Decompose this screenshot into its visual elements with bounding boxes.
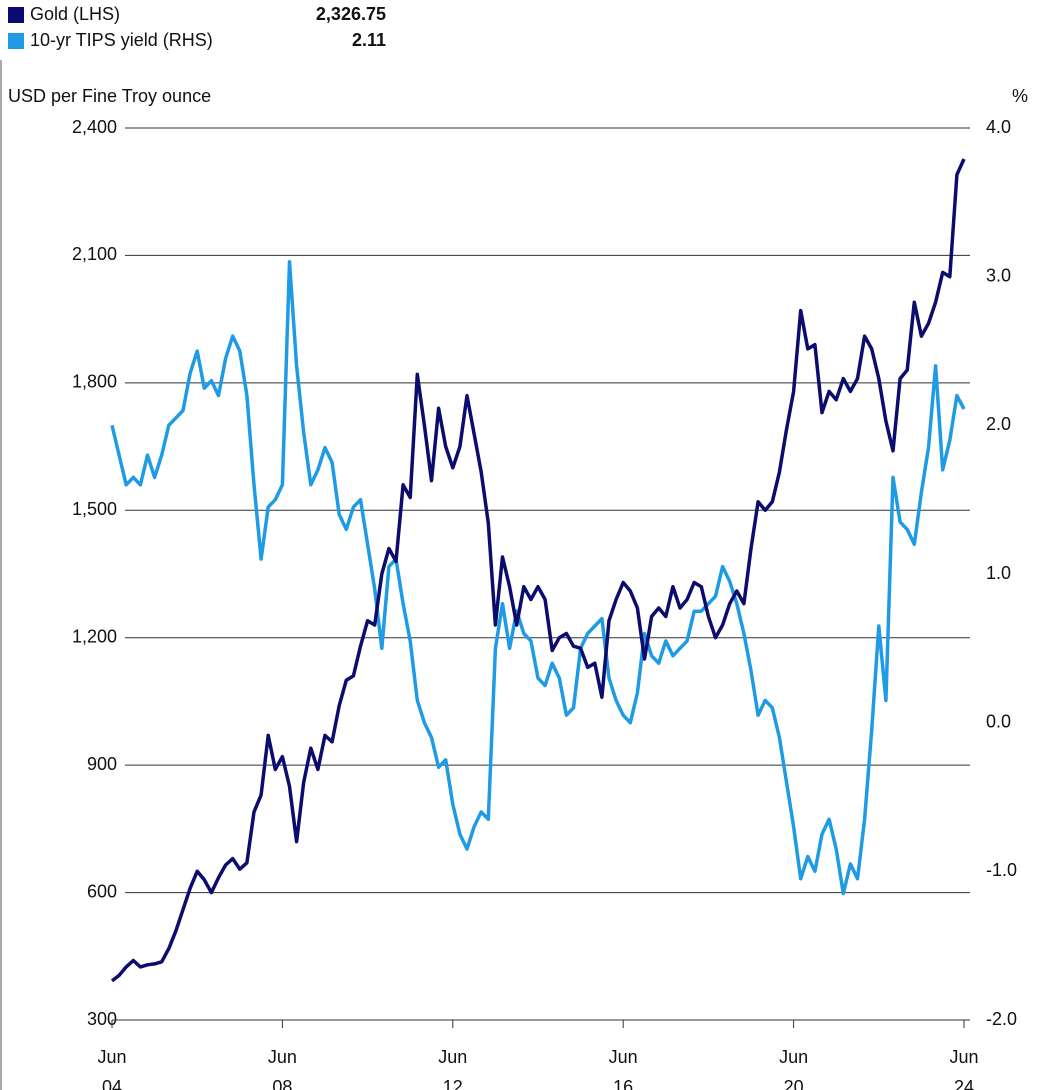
y2-axis-label: % (1012, 86, 1028, 106)
legend-swatch (8, 7, 24, 23)
x-tick-label: Jun 04 (97, 1047, 126, 1090)
y-tick-label: 900 (87, 754, 117, 774)
legend-swatch (8, 33, 24, 49)
y-tick-label: 1,500 (72, 499, 117, 519)
legend-value: 2.11 (352, 30, 386, 50)
y-tick-label: 1,800 (72, 372, 117, 392)
y2-tick-label: 0.0 (986, 711, 1011, 731)
y-axis-label: USD per Fine Troy ounce (8, 86, 211, 106)
y2-tick-label: -1.0 (986, 860, 1017, 880)
legend-value: 2,326.75 (316, 4, 386, 24)
y-tick-label: 600 (87, 881, 117, 901)
x-tick-label: Jun 16 (609, 1047, 638, 1090)
y2-tick-label: 2.0 (986, 414, 1011, 434)
y-tick-label: 2,100 (72, 244, 117, 264)
x-tick-label: Jun 08 (268, 1047, 297, 1090)
x-tick-label: Jun 24 (949, 1047, 978, 1090)
y-tick-label: 1,200 (72, 626, 117, 646)
y2-tick-label: -2.0 (986, 1009, 1017, 1029)
series-line (110, 260, 966, 896)
series-line (110, 158, 966, 983)
legend-label: 10-yr TIPS yield (RHS) (30, 30, 213, 50)
y-tick-label: 2,400 (72, 117, 117, 137)
y-tick-label: 300 (87, 1009, 117, 1029)
y2-tick-label: 3.0 (986, 265, 1011, 285)
y2-tick-label: 1.0 (986, 563, 1011, 583)
y2-tick-label: 4.0 (986, 117, 1011, 137)
x-tick-label: Jun 20 (779, 1047, 808, 1090)
legend-label: Gold (LHS) (30, 4, 120, 24)
x-tick-label: Jun 12 (438, 1047, 467, 1090)
